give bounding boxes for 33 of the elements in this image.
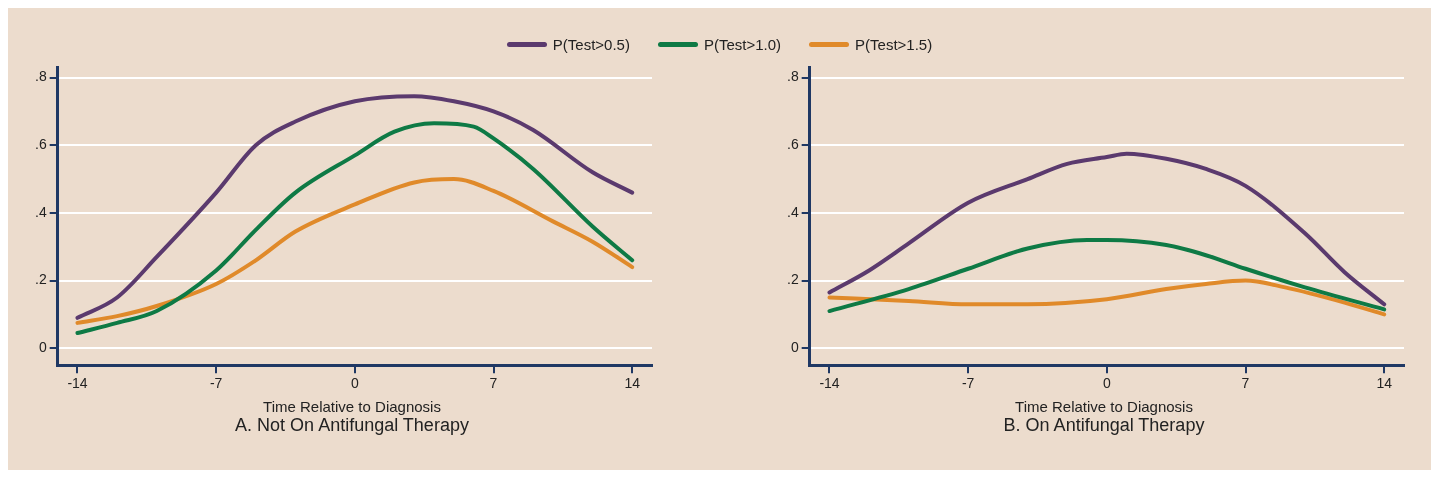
x-tick-label: -7 <box>961 375 975 392</box>
legend-label: P(Test>1.0) <box>703 36 782 53</box>
x-tick-label: 0 <box>1102 375 1111 392</box>
x-tick-label: -14 <box>67 375 88 392</box>
y-tick-label: .4 <box>34 203 47 220</box>
y-tick-label: 0 <box>38 339 47 356</box>
y-tick-label: .6 <box>786 136 799 153</box>
x-tick-label: 14 <box>1376 375 1393 392</box>
line-series <box>75 94 635 320</box>
line-series <box>827 151 1387 307</box>
x-tick-label: -14 <box>819 375 840 392</box>
y-tick-label: 0 <box>790 339 799 356</box>
y-tick-label: .8 <box>786 68 799 85</box>
x-tick-label: 14 <box>624 375 641 392</box>
line-series <box>75 121 635 336</box>
text: B. On Antifungal Therapy <box>1002 415 1206 436</box>
x-axis-title: Time Relative to Diagnosis <box>262 398 442 415</box>
y-tick-label: .4 <box>786 203 799 220</box>
x-tick-label: 0 <box>350 375 359 392</box>
y-tick-label: .2 <box>34 271 47 288</box>
y-tick-label: .6 <box>34 136 47 153</box>
y-tick-label: .2 <box>786 271 799 288</box>
line-series <box>75 177 635 325</box>
text: A. Not On Antifungal Therapy <box>234 415 470 436</box>
line-series <box>827 278 1387 317</box>
x-tick-label: -7 <box>209 375 223 392</box>
legend-label: P(Test>0.5) <box>552 36 630 53</box>
x-axis-title: Time Relative to Diagnosis <box>1014 398 1194 415</box>
x-tick-label: 7 <box>489 375 498 392</box>
x-tick-label: 7 <box>1241 375 1250 392</box>
y-tick-label: .8 <box>34 68 47 85</box>
legend-label: P(Test>1.5) <box>855 36 933 53</box>
line-series <box>827 237 1387 314</box>
